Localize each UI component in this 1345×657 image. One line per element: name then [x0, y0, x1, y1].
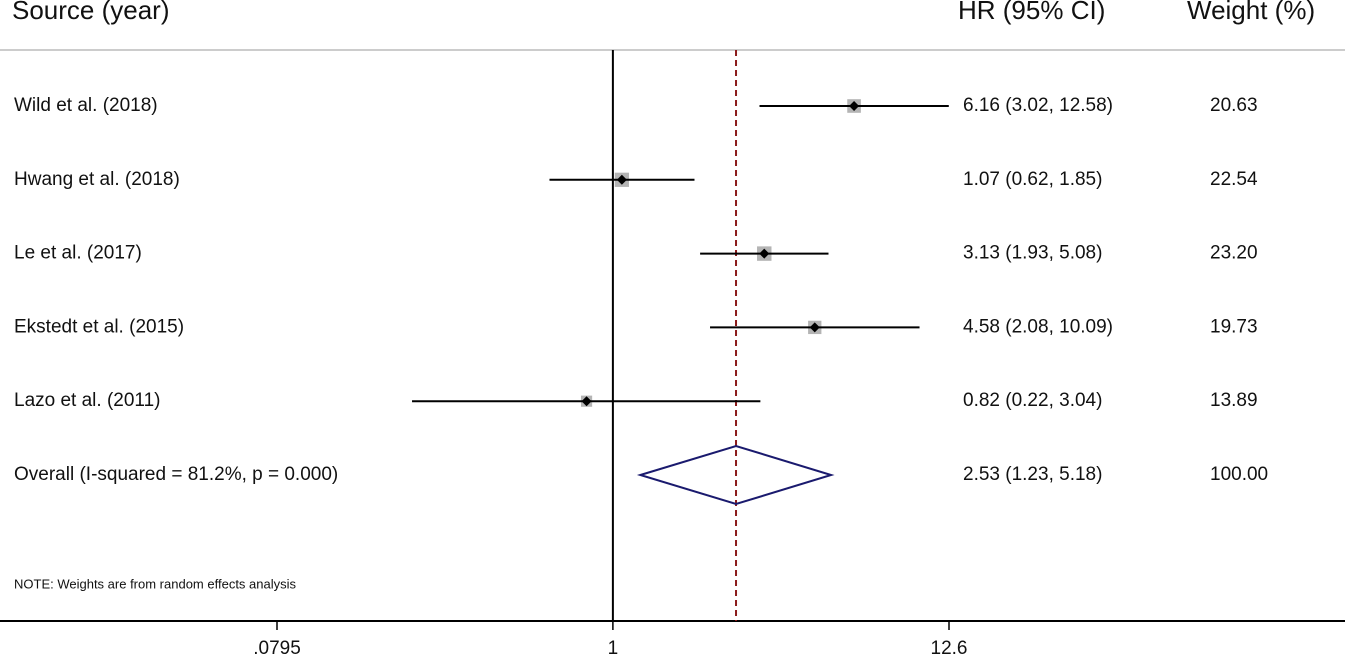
- study-label: Ekstedt et al. (2015): [14, 316, 184, 337]
- weight-label: 13.89: [1210, 390, 1258, 411]
- point-estimate: [616, 174, 627, 185]
- overall-label: Overall (I-squared = 81.2%, p = 0.000): [14, 464, 338, 485]
- point-estimate: [809, 322, 820, 333]
- study-label: Le et al. (2017): [14, 243, 142, 264]
- hr-label: 1.07 (0.62, 1.85): [963, 169, 1102, 190]
- x-tick-label: .0795: [253, 638, 301, 657]
- point-estimate: [581, 396, 592, 407]
- header-weight: Weight (%): [1187, 0, 1315, 25]
- overall-diamond: [636, 444, 835, 506]
- overall-weight-label: 100.00: [1210, 464, 1268, 485]
- x-tick-label: 1: [608, 638, 619, 657]
- header-source: Source (year): [12, 0, 170, 25]
- weight-label: 22.54: [1210, 169, 1258, 190]
- study-label: Hwang et al. (2018): [14, 169, 180, 190]
- study-label: Wild et al. (2018): [14, 95, 158, 116]
- x-tick-label: 12.6: [931, 638, 968, 657]
- note: NOTE: Weights are from random effects an…: [14, 576, 297, 591]
- hr-label: 4.58 (2.08, 10.09): [963, 316, 1113, 337]
- weight-label: 23.20: [1210, 243, 1258, 264]
- point-estimate: [759, 248, 770, 259]
- hr-label: 6.16 (3.02, 12.58): [963, 95, 1113, 116]
- weight-label: 20.63: [1210, 95, 1258, 116]
- hr-label: 0.82 (0.22, 3.04): [963, 390, 1102, 411]
- point-estimate: [849, 101, 860, 111]
- hr-label: 3.13 (1.93, 5.08): [963, 243, 1102, 264]
- weight-label: 19.73: [1210, 316, 1258, 337]
- header-effect: HR (95% CI): [958, 0, 1105, 25]
- overall-hr-label: 2.53 (1.23, 5.18): [963, 464, 1102, 485]
- study-label: Lazo et al. (2011): [14, 390, 160, 411]
